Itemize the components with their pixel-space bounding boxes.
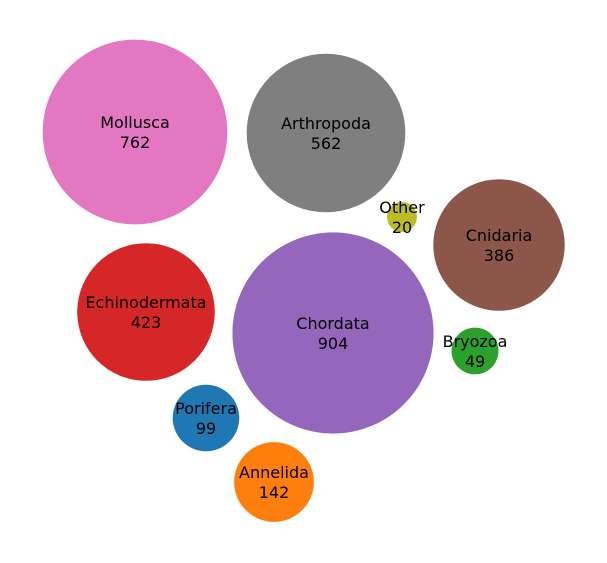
bubble-value-label: 762 [120,133,151,152]
bubble-name-label: Other [379,198,425,217]
bubble-value-label: 386 [484,246,515,265]
bubble-name-label: Cnidaria [466,226,533,245]
bubble-value-label: 20 [392,218,412,237]
bubble-circle [172,384,240,452]
bubble-circle [433,179,565,311]
bubble-circle [42,39,228,225]
bubble-name-label: Chordata [296,314,369,333]
bubble-circle [451,327,499,375]
bubble-name-label: Annelida [239,463,309,482]
bubble-value-label: 904 [318,334,349,353]
bubble-circle [232,232,434,434]
bubble-name-label: Echinodermata [85,293,206,312]
bubble-circle [246,53,406,213]
bubble-name-label: Porifera [175,399,237,418]
bubble-name-label: Arthropoda [281,114,371,133]
bubble-value-label: 423 [131,313,162,332]
bubble-value-label: 99 [196,419,216,438]
bubble-circle [77,243,215,381]
bubble-value-label: 562 [311,134,342,153]
bubble-name-label: Mollusca [100,113,170,132]
bubble-value-label: 142 [259,483,290,502]
bubble-value-label: 49 [465,352,485,371]
bubble-circle [234,442,314,522]
bubble-circle [387,202,417,232]
bubble-name-label: Bryozoa [443,332,508,351]
